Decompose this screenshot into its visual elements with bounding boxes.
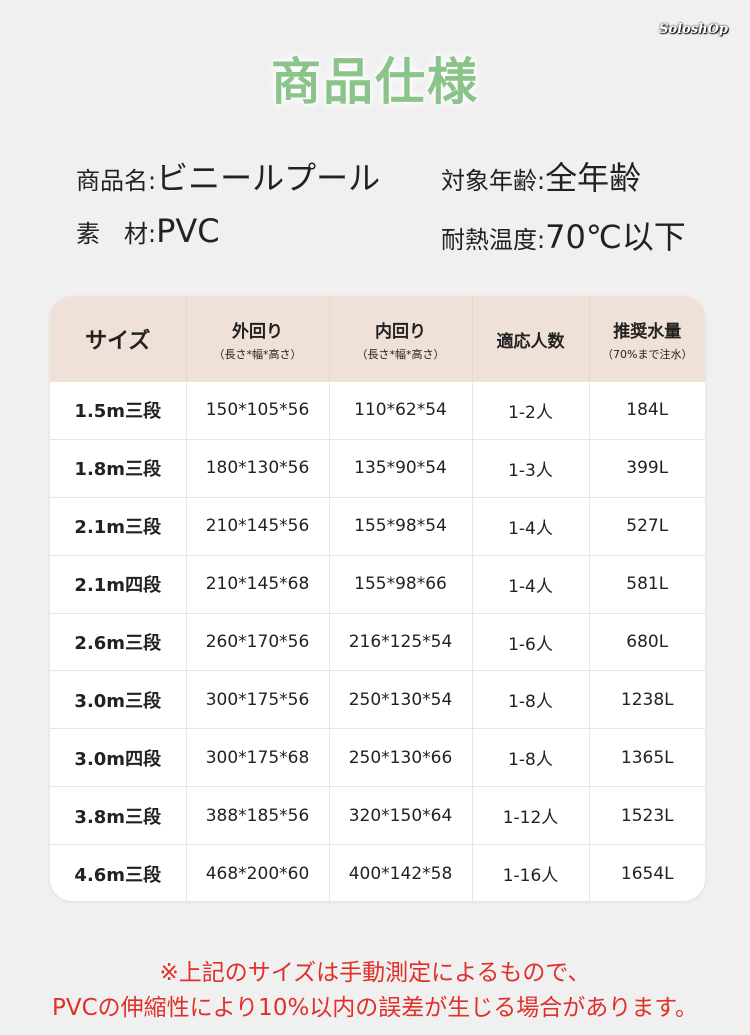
spec-target-age: 対象年齢: 全年齢	[441, 153, 641, 199]
cell-water: 1365L	[588, 728, 705, 788]
cell-size: 3.8m三段	[50, 786, 186, 846]
cell-size: 2.1m四段	[50, 555, 186, 614]
spec-value: ビニールプール	[156, 159, 381, 197]
page-title: 商品仕様	[271, 53, 479, 111]
spec-label: 対象年齢	[441, 167, 537, 195]
cell-outer: 468*200*60	[185, 844, 329, 901]
spec-product-name: 商品名: ビニールプール	[76, 153, 380, 199]
cell-size: 4.6m三段	[74, 864, 162, 886]
size-table: サイズ 外回り （長さ*幅*高さ） 内回り （長さ*幅*高さ） 適応人数 推奨水量（…	[50, 296, 705, 901]
cell-inner: 135*90*54	[328, 439, 472, 498]
cell-size: 1.5m三段	[50, 382, 186, 440]
cell-size: 2.1m三段	[50, 497, 186, 556]
spec-material: 素 材: PVC	[76, 212, 220, 250]
table-row: 3.8m三段 388*185*56 320*150*64 1-12人 1523L	[50, 786, 705, 846]
table-row: 2.1m三段 210*145*56 155*98*54 1-4人 527L	[50, 497, 705, 556]
cell-capacity: 1-8人	[471, 728, 589, 788]
header-size: サイズ	[50, 296, 186, 382]
note-line-2: PVCの伸縮性により10%以内の誤差が生じる場合があります。	[51, 995, 699, 1021]
cell-capacity: 1-12人	[471, 786, 589, 846]
cell-outer: 150*105*56	[185, 382, 329, 440]
cell-capacity: 1-4人	[471, 497, 589, 556]
cell-size: 3.0m三段	[50, 670, 186, 730]
spec-colon: :	[148, 167, 157, 195]
cell-capacity: 1-4人	[471, 555, 589, 614]
table-row: 4.6m三段 468*200*60 400*142*58 1-16人 1654L	[50, 844, 705, 901]
cell-inner: 110*62*54	[328, 382, 472, 440]
table-row: 1.8m三段 180*130*56 135*90*54 1-3人 399L	[50, 439, 705, 498]
cell-capacity: 1-16人	[471, 844, 589, 901]
spec-label: 耐熱温度	[441, 226, 537, 254]
cell-capacity: 1-3人	[471, 439, 589, 498]
cell-size: 2.6m三段	[50, 613, 186, 672]
table-row: 2.6m三段 260*170*56 216*125*54 1-6人 680L	[50, 613, 705, 672]
cell-water: 1654L	[588, 844, 705, 901]
cell-outer: 260*170*56	[185, 613, 329, 672]
cell-water: 1238L	[588, 670, 705, 730]
header-water: 推奨水量 （70%まで注水）	[588, 296, 705, 382]
cell-capacity: 1-6人	[471, 613, 589, 672]
cell-water: 1523L	[588, 786, 705, 846]
table-row: 3.0m三段 300*175*56 250*130*54 1-8人 1238L	[50, 670, 705, 730]
header-outer: 外回り （長さ*幅*高さ）	[185, 296, 329, 382]
header-capacity: 適応人数	[471, 296, 589, 382]
cell-water: 581L	[588, 555, 705, 614]
cell-capacity: 1-8人	[471, 670, 589, 730]
spec-colon: :	[537, 226, 546, 254]
cell-water: 184L	[588, 382, 705, 440]
header-inner: 内回り （長さ*幅*高さ）	[328, 296, 472, 382]
brand-logo-text: SoloshOp	[659, 22, 728, 37]
cell-outer: 180*130*56	[185, 439, 329, 498]
table-row: 1.5m三段 150*105*56 110*62*54 1-2人 184L	[50, 382, 705, 440]
cell-outer: 388*185*56	[185, 786, 329, 846]
table-row: 2.1m四段 210*145*68 155*98*66 1-4人 581L	[50, 555, 705, 614]
spec-label: 素 材	[76, 220, 148, 248]
spec-value: PVC	[156, 212, 220, 250]
spec-value: 全年齢	[545, 159, 642, 197]
note-line-1: ※上記のサイズは手動測定によるもので、	[159, 960, 591, 986]
cell-inner: 250*130*54	[328, 670, 472, 730]
cell-outer: 210*145*56	[185, 497, 329, 556]
cell-water: 399L	[588, 439, 705, 498]
spec-heat-resistance: 耐熱温度:70℃以下	[441, 212, 686, 258]
cell-inner: 216*125*54	[328, 613, 472, 672]
cell-outer: 300*175*56	[185, 670, 329, 730]
cell-capacity: 1-2人	[471, 382, 589, 440]
cell-inner: 155*98*54	[328, 497, 472, 556]
table-header-row: サイズ 外回り （長さ*幅*高さ） 内回り （長さ*幅*高さ） 適応人数 推奨水量（…	[50, 296, 705, 382]
table-row: 3.0m四段 300*175*68 250*130*66 1-8人 1365L	[50, 728, 705, 788]
cell-inner: 155*98*66	[328, 555, 472, 614]
cell-outer: 210*145*68	[185, 555, 329, 614]
spec-colon: :	[537, 167, 546, 195]
spec-label: 商品名	[76, 167, 148, 195]
spec-value: 70℃以下	[545, 218, 686, 256]
cell-outer: 300*175*68	[185, 728, 329, 788]
spec-colon: :	[148, 220, 157, 248]
cell-size: 1.8m三段	[50, 439, 186, 498]
cell-inner: 320*150*64	[328, 786, 472, 846]
cell-water: 527L	[588, 497, 705, 556]
cell-inner: 250*130*66	[328, 728, 472, 788]
cell-inner: 400*142*58	[328, 844, 472, 901]
cell-size: 3.0m四段	[50, 728, 186, 788]
cell-water: 680L	[588, 613, 705, 672]
